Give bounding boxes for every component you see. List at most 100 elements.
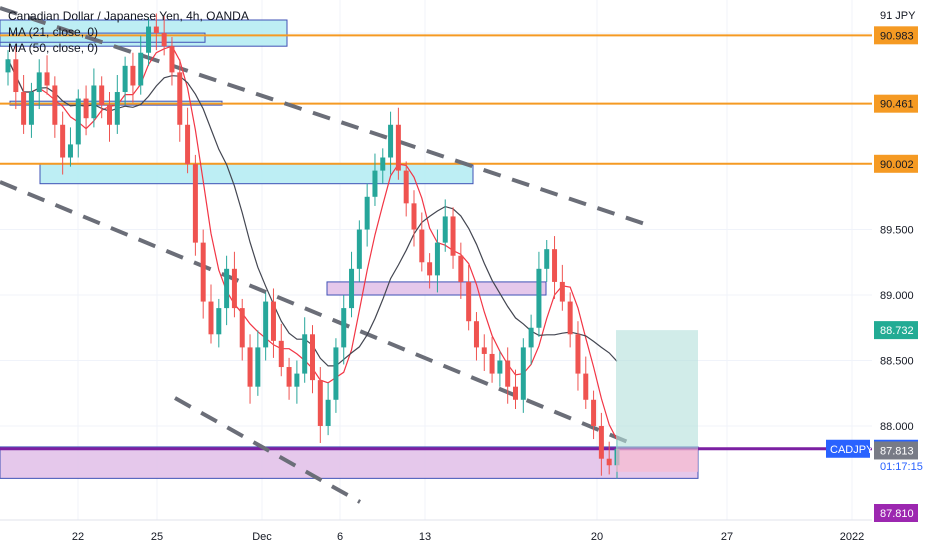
time-tick-4: 13 [419,531,431,543]
target-tag: 88.732 [880,325,914,337]
candle-76 [598,425,604,459]
candle-77 [606,458,612,466]
channel-line-0 [0,6,649,227]
chart-legend: Canadian Dollar / Japanese Yen, 4h, OAND… [8,8,249,56]
level-tag-1-bg [874,94,918,113]
time-tick-7: 2022 [840,531,864,543]
candle-29 [231,268,237,309]
candle-44 [349,268,355,309]
candle-40 [317,380,323,426]
price-tick-2: 88.500 [880,355,914,367]
candle-59 [466,281,472,322]
candle-8 [67,144,73,158]
time-tick-1: 25 [151,531,163,543]
symbol-tag-bg [826,439,870,458]
level-tag-2-bg [874,154,918,173]
symbol-tag: CADJPY [830,444,874,456]
candle-12 [99,85,105,106]
stop-tag-bg [874,441,918,460]
chart-title: Canadian Dollar / Japanese Yen, 4h, OAND… [8,9,249,23]
candle-34 [270,301,276,341]
candle-5 [44,72,50,86]
target-tag-bg [874,321,918,340]
candle-56 [442,216,448,243]
candle-14 [114,92,120,125]
candle-57 [450,216,456,256]
candle-67 [528,327,534,348]
candle-33 [263,301,269,348]
candle-68 [536,268,542,328]
candle-11 [91,85,97,119]
candle-66 [520,347,526,400]
candle-64 [505,360,511,387]
candle-4 [36,72,42,93]
candle-31 [247,347,253,387]
candle-24 [192,164,198,243]
candle-41 [325,399,331,426]
candle-43 [341,308,347,348]
price-axis-bg [872,0,932,520]
candle-0 [5,59,11,73]
level-tag-0-bg [874,26,918,45]
candle-75 [591,399,597,426]
stop-tag: 87.813 [880,445,914,457]
candle-70 [552,249,558,282]
candle-39 [310,334,315,381]
time-tick-0: 22 [72,531,84,543]
price-tick-3: 88.000 [880,421,914,433]
candle-55 [434,242,440,276]
countdown-label: 01:17:15 [880,461,923,473]
candle-53 [419,229,425,263]
level-tag-1: 90.461 [880,99,914,111]
candle-50 [395,124,401,171]
candle-62 [489,353,495,374]
ma50-legend[interactable]: MA (50, close, 0) [8,41,99,55]
level-tag-2: 90.002 [880,159,914,171]
candle-72 [567,301,573,335]
candle-73 [575,334,581,374]
time-tick-6: 27 [721,531,733,543]
candle-7 [60,124,66,158]
candle-16 [130,65,136,86]
candle-58 [458,255,464,282]
candle-52 [411,203,417,230]
candle-63 [497,360,503,374]
candle-38 [302,334,308,374]
candle-42 [333,347,339,400]
time-tick-3: 6 [337,531,343,543]
candle-18 [146,26,152,53]
candle-21 [169,46,175,73]
candle-13 [107,105,112,125]
candle-10 [83,98,89,119]
candle-3 [28,92,34,125]
candle-2 [21,92,27,125]
position-target-zone [616,330,698,449]
zone-purple-5 [0,446,699,479]
time-tick-2: Dec [252,531,272,543]
candle-6 [52,85,58,125]
candle-45 [356,229,362,269]
candle-35 [278,340,284,368]
candle-54 [427,262,433,276]
candle-19 [153,26,159,34]
candle-51 [403,170,409,204]
candle-23 [185,124,191,165]
candle-48 [380,157,386,171]
price-tick-top: 91 JPY [880,10,916,22]
candle-49 [388,124,394,158]
ma21-legend[interactable]: MA (21, close, 0) [8,25,99,39]
candle-22 [177,72,183,125]
purple-tag: 87.810 [880,508,914,520]
level-tag-0: 90.983 [880,30,914,42]
time-tick-5: 20 [591,531,603,543]
candle-1 [13,59,19,93]
candle-36 [286,367,292,387]
candle-28 [224,268,230,309]
position-stop-zone [616,448,698,472]
candle-9 [75,98,81,145]
candle-71 [559,281,565,302]
price-tick-0: 89.500 [880,225,914,237]
purple-tag-bg [874,504,918,522]
